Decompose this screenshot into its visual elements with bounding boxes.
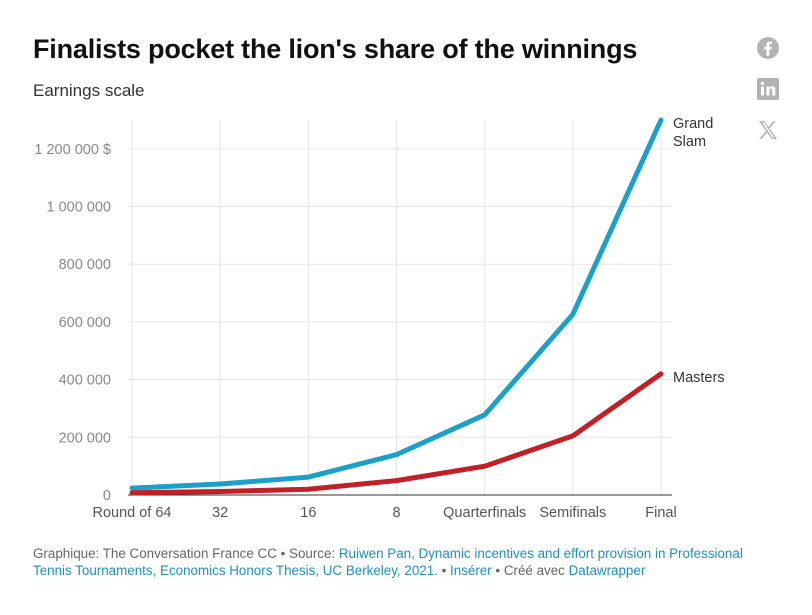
- x-tick-label: 32: [212, 505, 228, 521]
- facebook-icon: [757, 37, 779, 59]
- linkedin-share-button[interactable]: [752, 73, 784, 105]
- horizontal-gridlines: [128, 148, 672, 438]
- series-labels: Grand Slam Masters: [673, 116, 725, 386]
- series-line-grand-slam: [129, 117, 664, 491]
- separator: •: [437, 563, 451, 578]
- linkedin-icon: [757, 78, 779, 100]
- y-tick-label: 800 000: [59, 257, 111, 273]
- x-tick-label: Quarterfinals: [443, 505, 526, 521]
- facebook-share-button[interactable]: [752, 32, 784, 64]
- y-tick-label: 400 000: [59, 373, 111, 389]
- source-link[interactable]: Ruiwen Pan, Dynamic incentives and effor…: [33, 546, 743, 578]
- credit-text: Graphique: The Conversation France CC: [33, 546, 277, 561]
- y-tick-label: 0: [103, 488, 111, 504]
- x-tick-label: Semifinals: [539, 505, 606, 521]
- series-label: Grand Slam: [673, 116, 713, 150]
- chart-footer: Graphique: The Conversation France CC • …: [33, 545, 773, 579]
- x-tick-label: Final: [645, 505, 676, 521]
- x-tick-label: 16: [300, 505, 316, 521]
- series-lines: [129, 117, 664, 496]
- x-icon: [759, 121, 777, 139]
- y-tick-label: 1 200 000 $: [34, 142, 111, 158]
- x-tick-label: 8: [392, 505, 400, 521]
- x-share-button[interactable]: [752, 114, 784, 146]
- datawrapper-link[interactable]: Datawrapper: [568, 563, 646, 578]
- series-label: Masters: [673, 370, 725, 386]
- y-tick-label: 1 000 000: [46, 200, 111, 216]
- x-tick-label: Round of 64: [92, 505, 171, 521]
- y-axis-tick-labels: 0 200 000 400 000 600 000 800 000 1 000 000 1 …: [34, 142, 111, 504]
- chart-subtitle: Earnings scale: [33, 81, 145, 100]
- vertical-gridlines: [131, 120, 662, 495]
- x-axis-tick-labels: Round of 64 32 16 8 Quarterfinals Semifinals F…: [92, 505, 676, 521]
- y-tick-label: 200 000: [59, 430, 111, 446]
- series-line-masters: [129, 371, 664, 496]
- insert-link[interactable]: Insérer: [450, 563, 492, 578]
- created-with-text: • Créé avec: [491, 563, 569, 578]
- source-label: • Source:: [276, 546, 339, 561]
- chart-title: Finalists pocket the lion's share of the…: [33, 34, 638, 64]
- y-tick-label: 600 000: [59, 315, 111, 331]
